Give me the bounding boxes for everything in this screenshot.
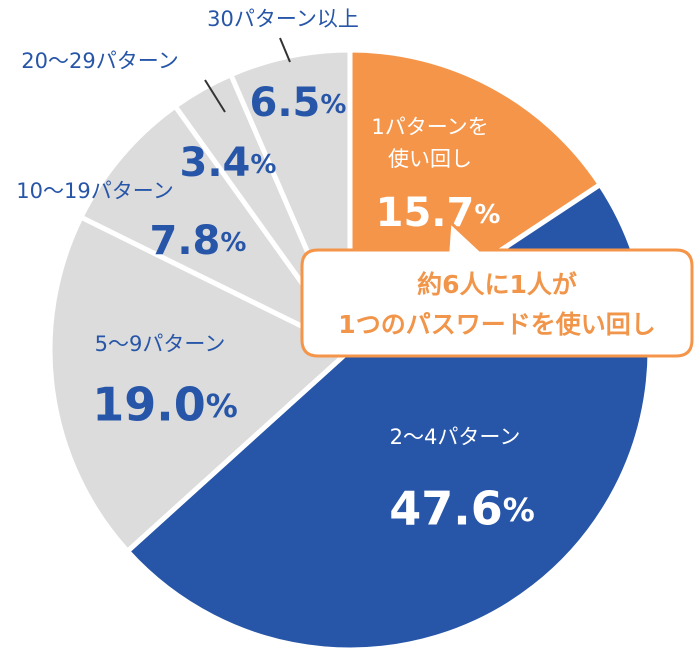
slice-value-unit: % xyxy=(474,200,500,230)
leader-line xyxy=(204,79,226,113)
callout-text: 1つのパスワードを使い回し xyxy=(338,310,655,339)
pie-slice xyxy=(47,214,353,554)
slice-value-unit: % xyxy=(320,90,346,120)
slice-name-label: 5〜9パターン xyxy=(95,332,226,356)
callout: 約6人に1人が 1つのパスワードを使い回し xyxy=(300,218,694,358)
slice-value-label: 47.6% xyxy=(389,482,535,536)
slice-name-label: 10〜19パターン xyxy=(16,179,173,203)
leader-line xyxy=(279,37,291,63)
slice-value-unit: % xyxy=(250,150,276,180)
slice-label: 2〜4パターン 47.6% xyxy=(389,425,535,536)
slice-name-label: 2〜4パターン xyxy=(390,425,521,449)
slice-name-label: 1パターンを xyxy=(371,115,488,139)
slice-name-label: 使い回し xyxy=(388,147,472,171)
slice-name-label: 20〜29パターン xyxy=(21,49,178,73)
slice-name-label: 30パターン以上 xyxy=(207,7,359,31)
slice-value-unit: % xyxy=(220,228,246,258)
slice-value-label: 19.0% xyxy=(92,378,238,432)
callout-box xyxy=(300,218,694,358)
slice-value-unit: % xyxy=(206,387,238,425)
pie-slice xyxy=(78,103,353,353)
callout-text: 約6人に1人が xyxy=(417,270,577,299)
slice-label: 5〜9パターン 19.0% xyxy=(92,332,238,432)
slice-value-unit: % xyxy=(503,491,535,529)
